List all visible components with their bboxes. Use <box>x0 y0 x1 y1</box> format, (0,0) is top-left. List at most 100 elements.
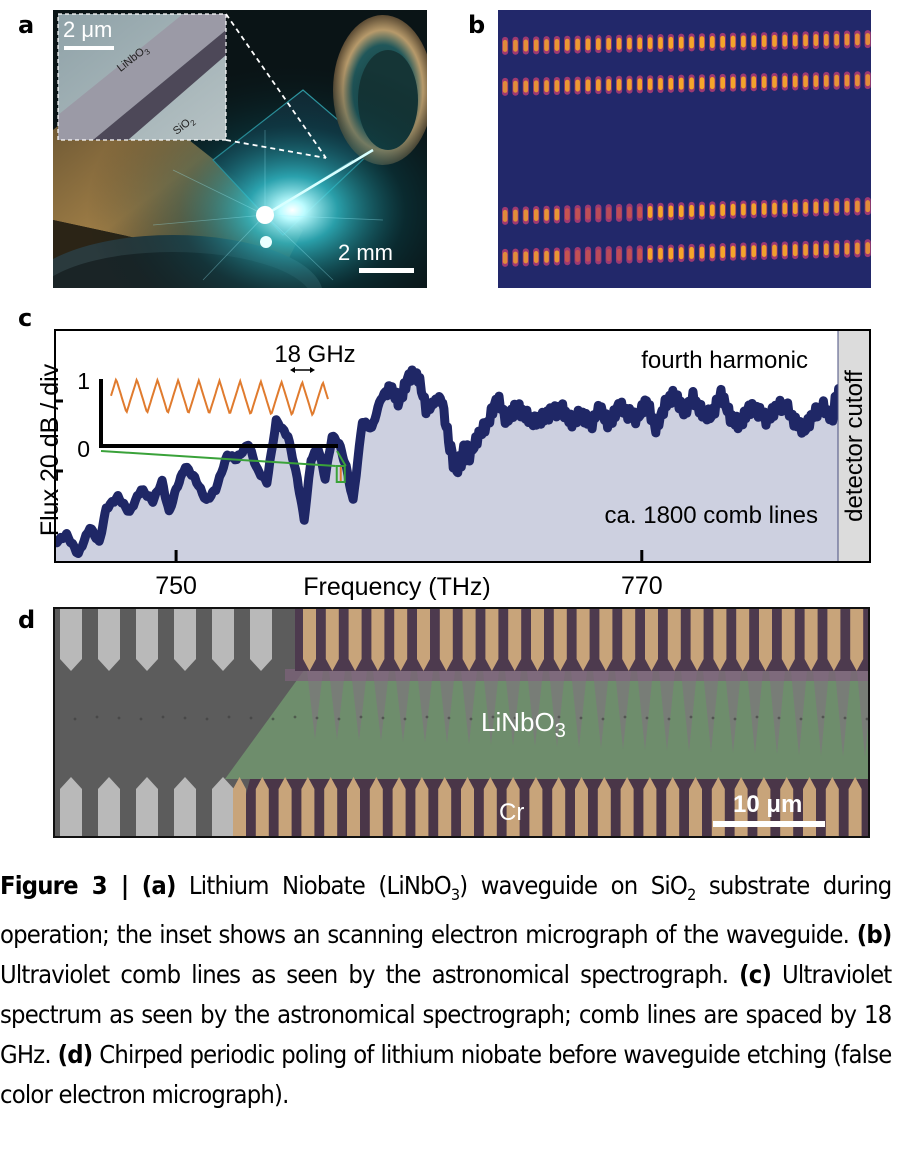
electrode-finger <box>461 777 474 836</box>
caption-sub: 2 <box>687 885 696 905</box>
harmonic-annotation: fourth harmonic <box>641 347 808 374</box>
waveguide-photo-illustration <box>53 10 427 288</box>
caption-tag-c: (c) <box>739 960 772 990</box>
electrode-finger <box>850 609 864 671</box>
electrode-finger <box>531 609 544 671</box>
electrode-finger <box>394 609 408 671</box>
comb-line-row <box>502 197 871 225</box>
electrode-finger <box>804 609 818 671</box>
electrode-finger <box>324 777 338 836</box>
electrode-finger <box>483 777 497 836</box>
comb-count-annotation: ca. 1800 comb lines <box>605 502 818 529</box>
electrode-finger <box>98 777 120 836</box>
electrode-finger <box>301 777 315 836</box>
caption-tag-d: (d) <box>57 1040 94 1070</box>
electrode-finger <box>212 777 234 836</box>
panel-d-sem-image: LiNbO3 Cr 10 μm <box>53 607 870 838</box>
caption-tag-a: (a) <box>141 871 177 900</box>
electrode-finger <box>325 609 339 671</box>
electrode-finger <box>506 777 520 836</box>
scale-label-10um: 10 μm <box>733 791 803 818</box>
panel-c-label: c <box>18 304 33 332</box>
linbo3-region <box>225 669 868 779</box>
panel-a-label: a <box>18 11 35 39</box>
electrode-finger <box>508 609 522 671</box>
linbo3-label: LiNbO3 <box>481 707 566 742</box>
electrode-finger <box>233 777 246 836</box>
electrode-finger <box>529 777 543 836</box>
electrode-finger <box>136 609 158 671</box>
panel-b-label: b <box>468 11 486 39</box>
poling-micrograph <box>55 609 868 836</box>
figure-caption: Figure 3 | (a) Lithium Niobate (LiNbO3) … <box>0 866 893 1115</box>
detector-cutoff-band <box>838 330 870 562</box>
electrode-finger <box>485 609 499 671</box>
electrode-finger <box>371 609 385 671</box>
panel-d-label: d <box>18 606 36 634</box>
electrode-finger <box>645 609 658 671</box>
scale-label-2mm: 2 mm <box>338 240 393 265</box>
electrode-finger <box>255 777 269 836</box>
electrode-finger <box>347 777 360 836</box>
electrode-finger <box>60 777 82 836</box>
electrode-finger <box>666 777 680 836</box>
electrode-finger <box>575 777 588 836</box>
electrode-finger <box>98 609 120 671</box>
detector-cutoff-label: detector cutoff <box>841 370 868 522</box>
electrode-finger <box>803 777 816 836</box>
zoom-connector-right <box>336 450 347 467</box>
panel-b-spectrograph-image <box>498 10 871 288</box>
electrode-finger <box>415 777 429 836</box>
scale-bar-2mm <box>359 268 414 273</box>
scale-bar-10um <box>713 821 825 827</box>
zoom-connector-left <box>100 450 336 467</box>
electrode-finger <box>348 609 362 671</box>
electrode-finger <box>278 777 292 836</box>
caption-text-d: Chirped periodic poling of lithium nioba… <box>0 1040 892 1110</box>
electrode-finger <box>736 609 750 671</box>
plot-frame <box>54 329 871 563</box>
caption-tag-b: (b) <box>856 920 893 950</box>
electrode-finger <box>622 609 636 671</box>
y-axis-label: Flux 20 dB / div <box>36 363 64 536</box>
caption-text-a3: substrate during operation; the inset sh… <box>0 871 892 950</box>
electrode-finger <box>392 777 406 836</box>
electrode-finger <box>667 609 681 671</box>
electrode-finger <box>825 777 839 836</box>
spectrum-chart: 750 770 Flux 20 dB / div Frequency (THz) … <box>36 329 871 600</box>
electrode-finger <box>827 609 841 671</box>
inset-comb-trace <box>110 377 329 417</box>
spectrum-line <box>55 365 838 558</box>
electrode-finger <box>713 609 727 671</box>
comb-line-row <box>502 71 871 96</box>
electrode-finger <box>438 777 452 836</box>
electrode-finger <box>417 609 430 671</box>
electrode-finger <box>212 609 234 671</box>
electrode-finger <box>60 609 82 671</box>
comb-line-spot <box>605 204 612 223</box>
electrode-finger <box>439 609 453 671</box>
cr-label: Cr <box>499 799 525 826</box>
electrode-finger <box>576 609 590 671</box>
electrode-finger <box>690 609 704 671</box>
electrode-finger <box>303 609 316 671</box>
zoom-region-box <box>335 465 346 483</box>
inset-ytick-1: 1 <box>77 368 90 394</box>
electrode-finger <box>689 777 702 836</box>
electrode-finger <box>174 609 196 671</box>
electrode-finger <box>599 609 613 671</box>
comb-lines-image <box>498 10 871 288</box>
inset-scale-label: 2 μm <box>63 17 113 42</box>
comb-line-row <box>502 239 871 267</box>
electrode-finger <box>136 777 158 836</box>
sem-inset <box>57 13 327 159</box>
electrode-finger <box>759 609 772 671</box>
electrode-finger <box>369 777 383 836</box>
electrode-finger <box>711 777 725 836</box>
comb-line-spot <box>595 246 602 265</box>
x-axis-label: Frequency (THz) <box>303 573 491 600</box>
caption-text-a2: ) waveguide on SiO <box>459 871 688 900</box>
panel-a-photo: 2 μm LiNbO3 SiO2 2 mm <box>53 10 427 288</box>
comb-line-row <box>502 30 871 55</box>
caption-sub: 3 <box>450 885 460 905</box>
